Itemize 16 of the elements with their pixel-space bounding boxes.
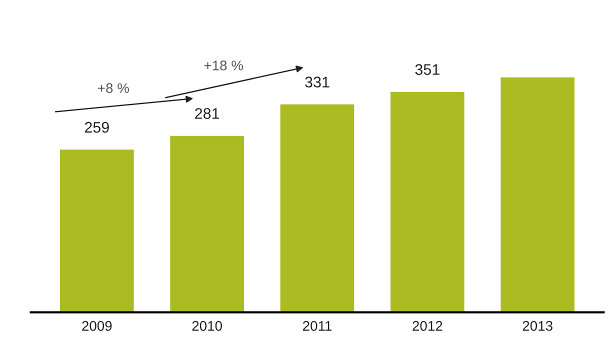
x-tick-label: 2013 bbox=[522, 321, 552, 331]
bar bbox=[280, 104, 354, 312]
text: +18 % bbox=[204, 60, 243, 70]
bar bbox=[390, 92, 464, 312]
data-label: 281 bbox=[195, 108, 220, 119]
bar bbox=[170, 136, 244, 312]
x-tick-label: 2009 bbox=[82, 321, 112, 331]
annotation: +8 % bbox=[98, 83, 129, 93]
bar bbox=[60, 150, 134, 312]
x-tick-label: 2012 bbox=[412, 321, 442, 331]
data-label: 351 bbox=[415, 64, 440, 75]
data-label: 331 bbox=[305, 76, 330, 88]
bar bbox=[500, 77, 574, 312]
data-label: 259 bbox=[84, 122, 109, 133]
x-tick-label: 2010 bbox=[192, 321, 222, 331]
x-tick-label: 2011 bbox=[303, 321, 332, 331]
